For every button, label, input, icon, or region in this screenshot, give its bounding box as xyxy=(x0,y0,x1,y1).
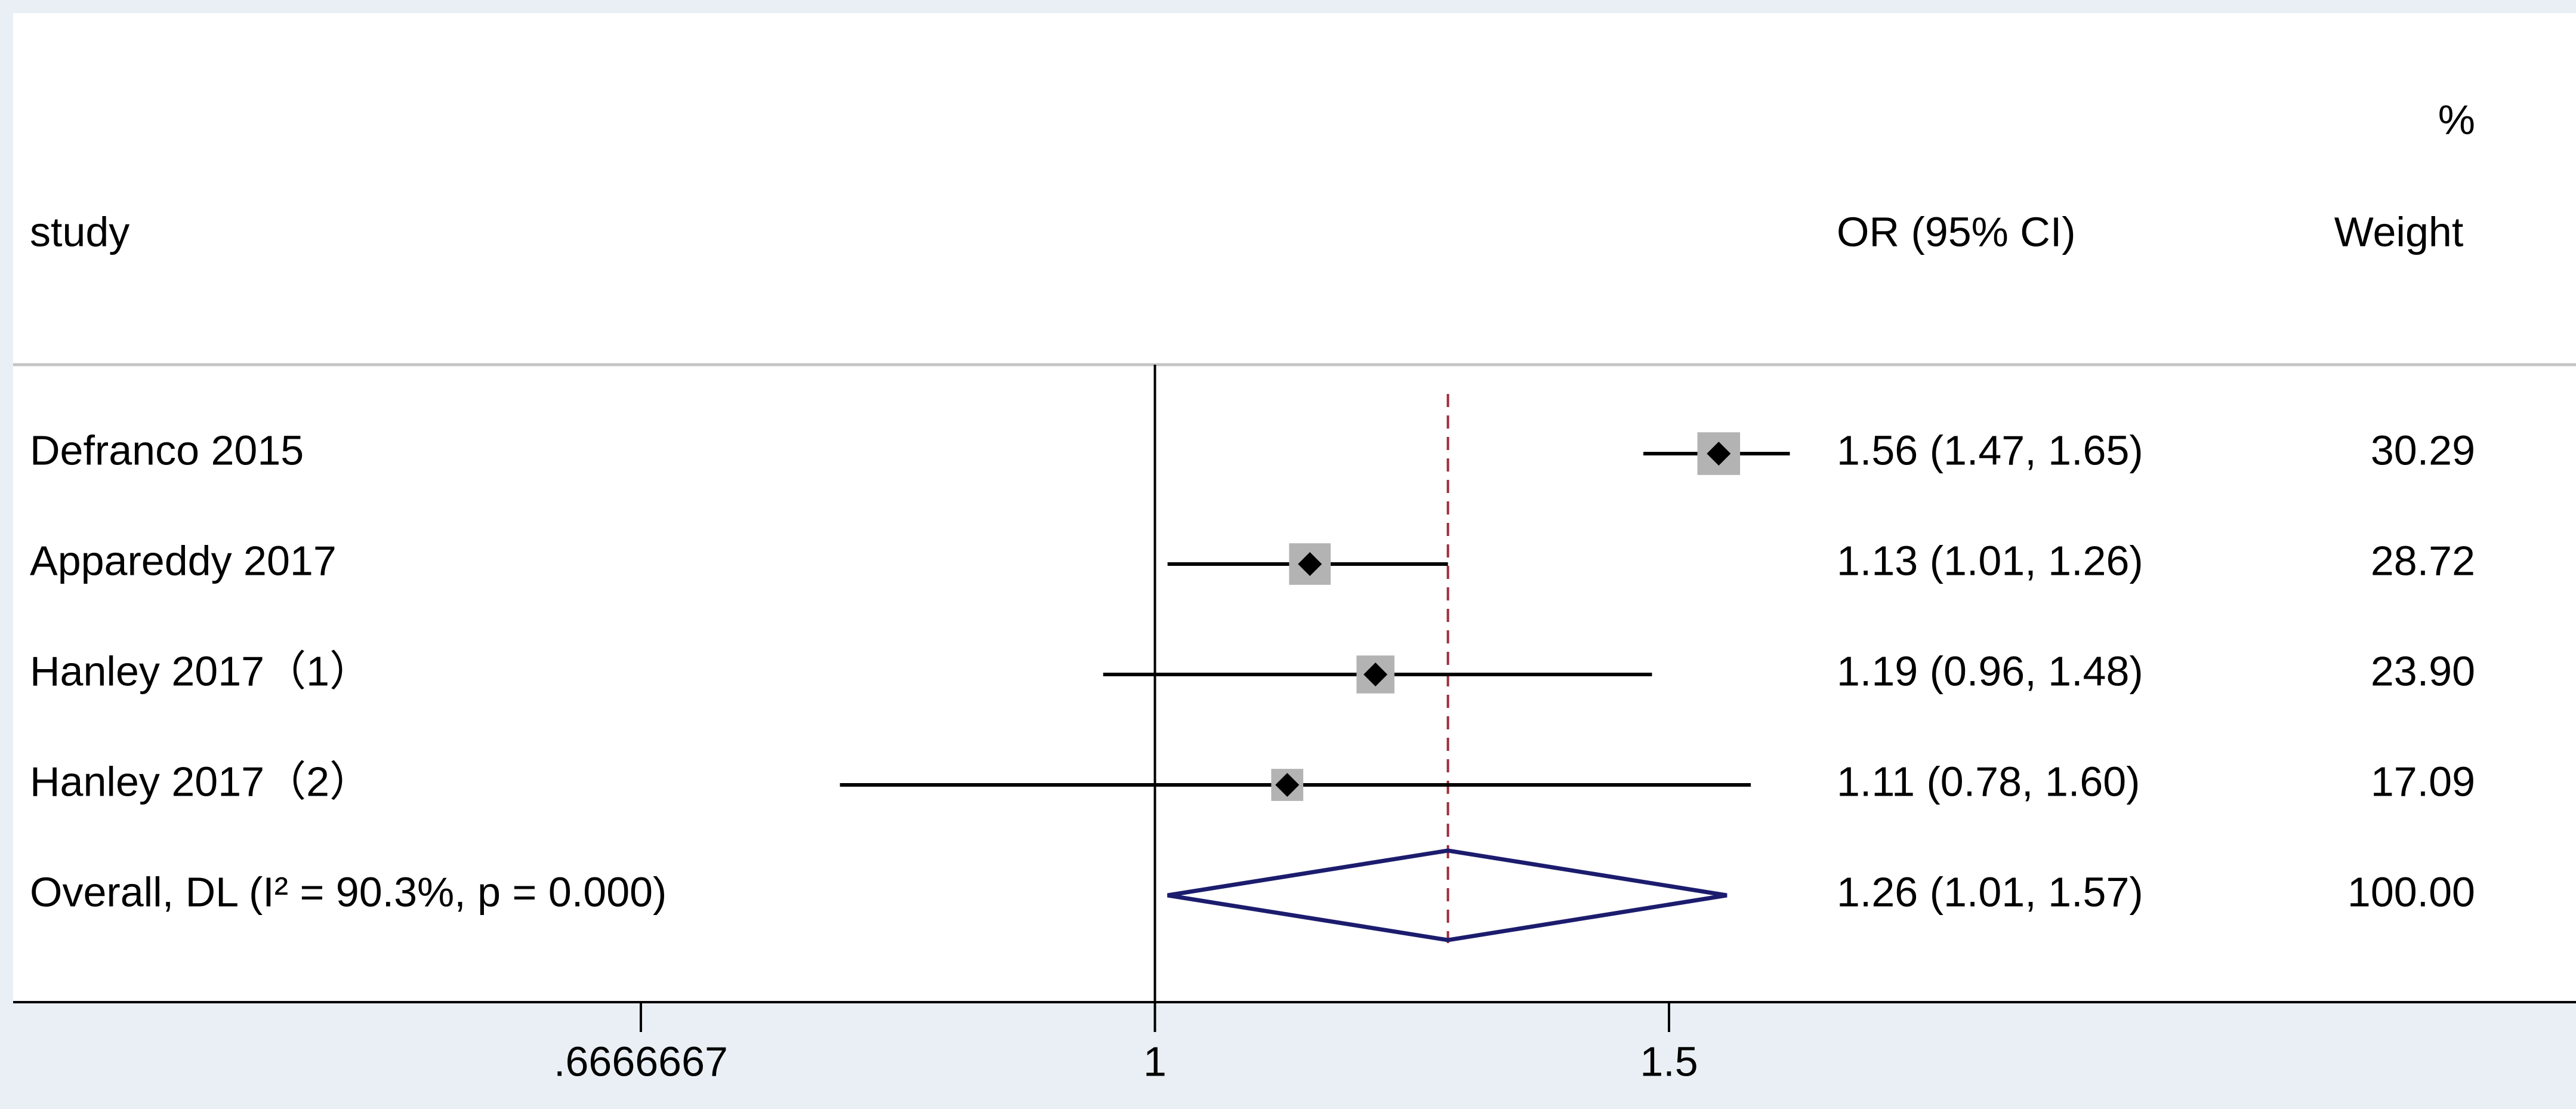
estimate-label: 1.11 (0.78, 1.60) xyxy=(1837,758,2140,805)
weight-header-top: % xyxy=(2438,96,2475,143)
weight-label: 30.29 xyxy=(2371,427,2475,473)
estimate-label: 1.56 (1.47, 1.65) xyxy=(1837,427,2143,473)
study-name: Hanley 2017（2） xyxy=(30,758,371,805)
x-tick-label: 1 xyxy=(1143,1038,1167,1085)
overall-estimate-label: 1.26 (1.01, 1.57) xyxy=(1837,868,2143,915)
weight-header: Weight xyxy=(2334,208,2464,255)
overall-weight-label: 100.00 xyxy=(2347,868,2475,915)
point-estimate xyxy=(1707,442,1731,466)
weight-label: 17.09 xyxy=(2371,758,2475,805)
overall-name: Overall, DL (I² = 90.3%, p = 0.000) xyxy=(30,868,667,915)
study-header: study xyxy=(30,208,129,255)
x-tick-label: 1.5 xyxy=(1640,1038,1698,1085)
point-estimate xyxy=(1298,552,1322,576)
study-name: Appareddy 2017 xyxy=(30,537,337,584)
weight-label: 23.90 xyxy=(2371,648,2475,694)
estimate-label: 1.13 (1.01, 1.26) xyxy=(1837,537,2143,584)
point-estimate xyxy=(1363,663,1388,686)
study-name: Defranco 2015 xyxy=(30,427,304,473)
weight-label: 28.72 xyxy=(2371,537,2475,584)
point-estimate xyxy=(1275,773,1300,797)
study-name: Hanley 2017（1） xyxy=(30,648,371,694)
estimate-header: OR (95% CI) xyxy=(1837,208,2076,255)
estimate-label: 1.19 (0.96, 1.48) xyxy=(1837,648,2143,694)
plot-panel xyxy=(13,13,2576,1002)
overall-diamond xyxy=(1167,848,1727,942)
x-tick-label: .6666667 xyxy=(554,1038,728,1085)
